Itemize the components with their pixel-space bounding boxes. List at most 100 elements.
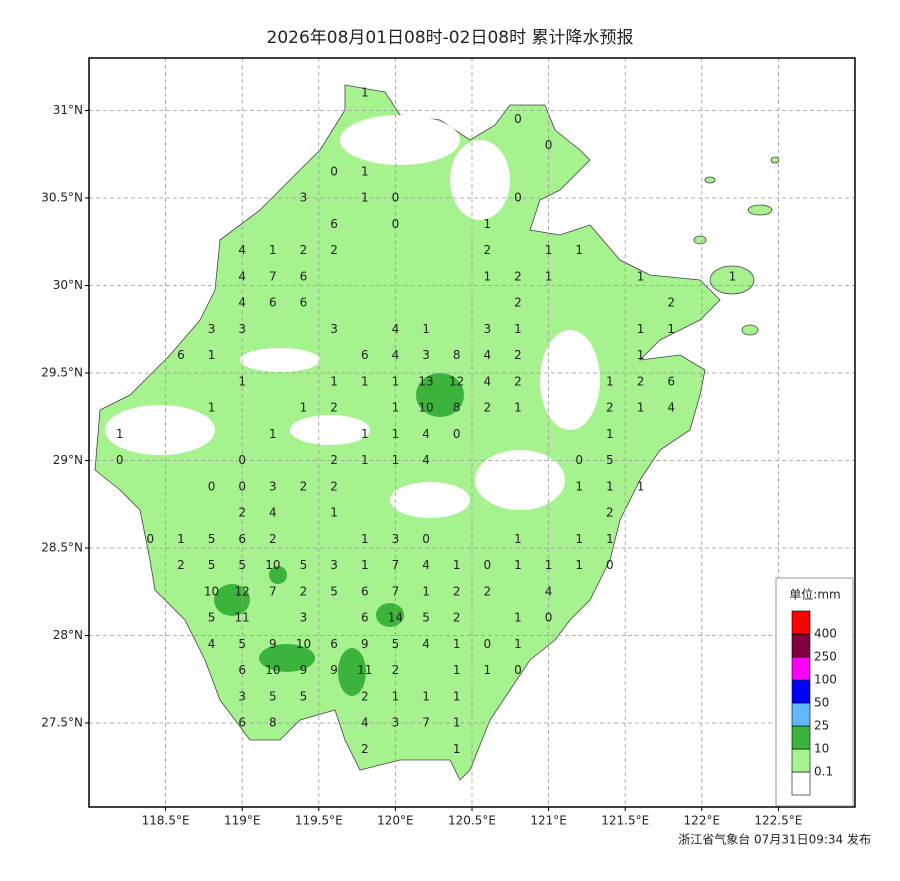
station-value: 9: [300, 663, 308, 677]
station-value: 4: [269, 506, 277, 520]
station-value: 1: [422, 584, 430, 598]
station-value: 1: [545, 558, 553, 572]
station-value: 1: [361, 427, 369, 441]
station-value: 6: [330, 637, 338, 651]
station-value: 1: [269, 427, 277, 441]
station-value: 2: [330, 453, 338, 467]
station-value: 1: [637, 348, 645, 362]
y-tick-label: 30°N: [53, 278, 83, 292]
station-value: 0: [545, 138, 553, 152]
station-value: 11: [235, 611, 250, 625]
station-value: 1: [422, 322, 430, 336]
station-value: 1: [392, 689, 400, 703]
station-value: 1: [606, 374, 614, 388]
station-value: 1: [208, 348, 216, 362]
station-value: 2: [453, 611, 461, 625]
x-tick-label: 121°E: [530, 814, 567, 828]
y-tick-label: 27.5°N: [41, 716, 83, 730]
station-value: 4: [238, 296, 246, 310]
legend-label: 50: [814, 696, 829, 710]
station-value: 2: [483, 401, 491, 415]
station-value: 10: [204, 584, 219, 598]
station-value: 1: [330, 506, 338, 520]
legend-title: 单位:mm: [789, 587, 840, 602]
legend-label: 100: [814, 673, 837, 687]
station-value: 0: [606, 558, 614, 572]
station-value: 0: [575, 453, 583, 467]
station-value: 1: [483, 663, 491, 677]
station-value: 10: [265, 558, 280, 572]
station-value: 5: [606, 453, 614, 467]
station-value: 2: [606, 506, 614, 520]
station-value: 1: [606, 479, 614, 493]
station-value: 1: [392, 401, 400, 415]
station-value: 6: [667, 374, 675, 388]
station-value: 0: [545, 611, 553, 625]
station-value: 3: [208, 322, 216, 336]
islands: [693, 156, 780, 336]
legend-swatch: [791, 725, 811, 750]
legend-swatch: [791, 633, 811, 658]
x-tick-label: 120°E: [377, 814, 414, 828]
station-value: 6: [361, 611, 369, 625]
station-value: 4: [238, 269, 246, 283]
station-value: 1: [514, 532, 522, 546]
station-value: 1: [361, 558, 369, 572]
station-value: 3: [392, 532, 400, 546]
station-value: 9: [330, 663, 338, 677]
station-value: 2: [514, 296, 522, 310]
station-value: 3: [300, 611, 308, 625]
station-value: 5: [392, 637, 400, 651]
station-value: 1: [575, 558, 583, 572]
y-tick-label: 29°N: [53, 453, 83, 467]
station-value: 5: [300, 689, 308, 703]
station-value: 2: [392, 663, 400, 677]
station-value: 1: [453, 716, 461, 730]
station-value: 6: [300, 296, 308, 310]
x-tick-label: 122°E: [684, 814, 721, 828]
station-value: 9: [361, 637, 369, 651]
station-value: 4: [545, 584, 553, 598]
station-value: 0: [483, 558, 491, 572]
station-value: 2: [300, 479, 308, 493]
y-tick-label: 30.5°N: [41, 191, 83, 205]
station-value: 1: [637, 401, 645, 415]
station-value: 12: [235, 584, 250, 598]
station-value: 6: [330, 217, 338, 231]
station-value: 1: [606, 532, 614, 546]
station-value: 1: [361, 374, 369, 388]
footer: 浙江省气象台 07月31日09:34 发布: [678, 832, 871, 847]
station-value: 8: [269, 716, 277, 730]
legend-swatch: [791, 771, 811, 796]
frame: [88, 57, 856, 808]
station-value: 1: [453, 742, 461, 756]
legend-label: 10: [814, 742, 829, 756]
station-value: 0: [208, 479, 216, 493]
station-value: 12: [449, 374, 464, 388]
legend-swatch: [791, 679, 811, 704]
station-value: 0: [392, 217, 400, 231]
station-value: 1: [361, 532, 369, 546]
station-value: 0: [514, 191, 522, 205]
station-value: 1: [514, 611, 522, 625]
station-value: 6: [177, 348, 185, 362]
legend-label: 400: [814, 627, 837, 641]
station-value: 1: [637, 269, 645, 283]
station-value: 1: [300, 401, 308, 415]
station-value: 5: [208, 611, 216, 625]
station-value: 1: [177, 532, 185, 546]
station-value: 2: [361, 689, 369, 703]
y-tick-label: 28.5°N: [41, 541, 83, 555]
station-value: 2: [514, 348, 522, 362]
legend-swatch: [791, 610, 811, 635]
station-value: 3: [422, 348, 430, 362]
station-value: 5: [269, 689, 277, 703]
station-value: 4: [483, 374, 491, 388]
station-value: 4: [238, 243, 246, 257]
station-value: 2: [637, 374, 645, 388]
station-value: 2: [667, 296, 675, 310]
station-value: 1: [637, 322, 645, 336]
x-tick-label: 119.5°E: [295, 814, 343, 828]
station-value: 11: [357, 663, 372, 677]
